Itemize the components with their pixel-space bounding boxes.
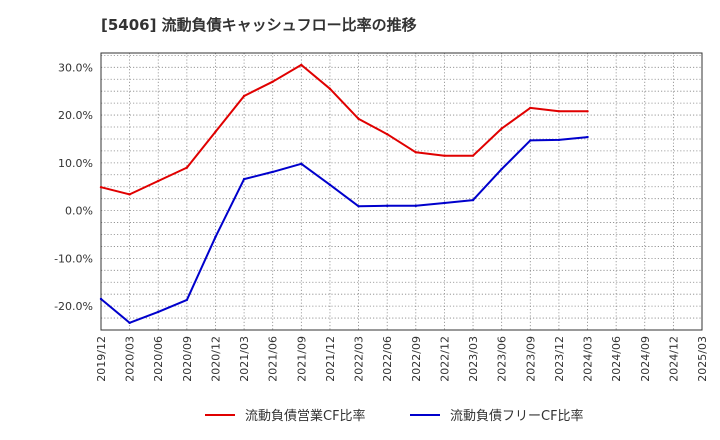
data-point-series-2 <box>500 167 503 171</box>
data-point-series-1 <box>214 130 217 134</box>
data-point-series-1 <box>99 186 103 189</box>
data-point-series-1 <box>357 117 360 121</box>
y-tick-label: 20.0% <box>58 109 93 122</box>
legend-label-2: 流動負債フリーCF比率 <box>450 408 584 424</box>
x-tick-label: 2022/12 <box>438 336 451 382</box>
data-point-series-2 <box>185 298 189 302</box>
data-point-series-1 <box>529 106 532 110</box>
series-line-2 <box>100 136 588 324</box>
x-tick-label: 2022/06 <box>381 336 394 382</box>
x-tick-label: 2022/09 <box>410 336 423 382</box>
x-tick-label: 2022/03 <box>353 336 366 382</box>
data-point-series-2 <box>471 198 475 202</box>
x-tick-label: 2024/03 <box>582 336 595 382</box>
data-point-series-1 <box>586 110 589 113</box>
data-point-series-2 <box>357 205 360 208</box>
data-point-series-1 <box>328 87 332 91</box>
y-tick-label: -10.0% <box>54 252 93 265</box>
data-point-series-1 <box>500 127 503 130</box>
x-tick-label: 2020/12 <box>209 336 222 382</box>
x-tick-label: 2024/06 <box>610 336 623 382</box>
chart-title: [5406] 流動負債キャッシュフロー比率の推移 <box>101 16 417 34</box>
data-point-series-1 <box>557 110 561 113</box>
data-point-series-1 <box>385 132 389 136</box>
data-point-series-1 <box>300 63 303 67</box>
data-point-series-2 <box>214 235 217 239</box>
x-tick-label: 2020/09 <box>181 336 194 382</box>
data-point-series-1 <box>185 166 189 169</box>
x-tick-label: 2024/12 <box>667 336 680 382</box>
data-point-series-1 <box>471 154 475 157</box>
legend-label-1: 流動負債営業CF比率 <box>245 408 366 424</box>
x-tick-label: 2023/12 <box>553 336 566 382</box>
x-tick-label: 2023/06 <box>496 336 509 382</box>
x-tick-label: 2023/03 <box>467 336 480 382</box>
x-tick-label: 2024/09 <box>639 336 652 382</box>
data-point-series-2 <box>99 297 103 301</box>
x-tick-label: 2021/12 <box>324 336 337 382</box>
series-line-1 <box>100 63 588 196</box>
data-point-series-1 <box>157 179 160 183</box>
data-point-series-2 <box>128 321 131 325</box>
x-tick-label: 2021/06 <box>267 336 280 382</box>
data-point-series-1 <box>271 80 274 83</box>
x-tick-label: 2023/09 <box>524 336 537 382</box>
data-point-series-2 <box>157 310 160 314</box>
data-point-series-2 <box>414 204 418 208</box>
data-point-series-2 <box>529 139 532 142</box>
data-point-series-2 <box>557 138 561 142</box>
data-point-series-2 <box>300 162 303 165</box>
data-point-series-1 <box>414 151 418 154</box>
y-tick-label: 30.0% <box>58 61 93 74</box>
y-tick-label: 10.0% <box>58 157 93 170</box>
data-point-series-1 <box>242 94 246 98</box>
data-point-series-2 <box>328 183 332 187</box>
data-point-series-2 <box>271 170 274 174</box>
x-tick-label: 2021/03 <box>238 336 251 382</box>
data-point-series-1 <box>443 154 446 157</box>
data-point-series-2 <box>586 135 589 139</box>
plot-frame <box>100 52 703 331</box>
x-tick-label: 2020/06 <box>152 336 165 382</box>
data-point-series-2 <box>443 201 446 205</box>
x-tick-label: 2019/12 <box>95 336 108 382</box>
x-tick-label: 2025/03 <box>696 336 709 382</box>
data-point-series-2 <box>385 204 389 208</box>
x-tick-label: 2021/09 <box>295 336 308 382</box>
y-tick-label: 0.0% <box>65 205 93 218</box>
data-point-series-1 <box>128 193 131 196</box>
y-tick-label: -20.0% <box>54 300 93 313</box>
data-point-series-2 <box>242 177 246 181</box>
x-tick-label: 2020/03 <box>124 336 137 382</box>
